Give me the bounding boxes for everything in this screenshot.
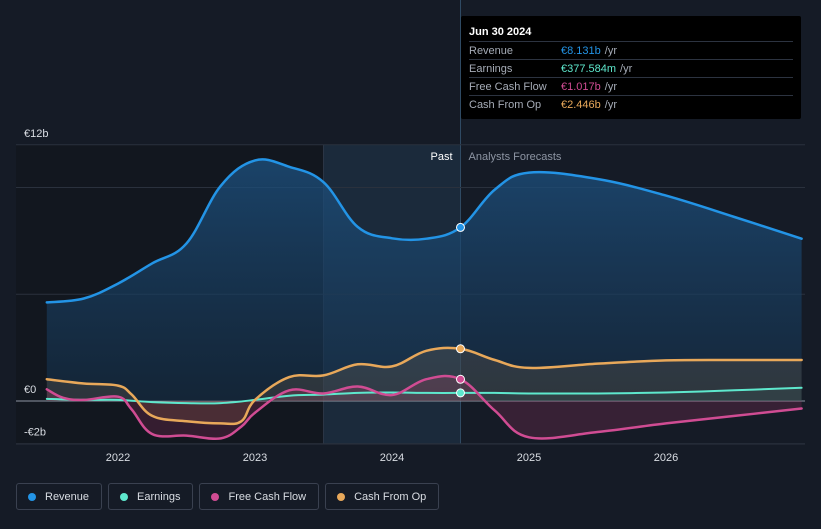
tooltip-label-fcf: Free Cash Flow	[469, 80, 547, 93]
x-tick-label: 2023	[243, 452, 267, 464]
x-tick-label: 2026	[654, 452, 678, 464]
marker-revenue[interactable]	[456, 222, 465, 232]
tooltip-value-fcf: €1.017b	[561, 80, 601, 93]
area-revenue	[46, 159, 802, 401]
tooltip-label-earnings: Earnings	[469, 62, 513, 75]
line-revenue	[45, 158, 803, 304]
tooltip-value-revenue: €8.131b	[561, 44, 601, 57]
area-cash-from-op	[46, 347, 802, 424]
legend-item-free-cash-flow[interactable]: Free Cash Flow	[199, 483, 320, 510]
x-tick-label: 2025	[517, 452, 541, 464]
forecast-label: Analysts Forecasts	[469, 151, 562, 163]
line-free-cash-flow	[45, 374, 803, 441]
tooltip-unit-revenue: /yr	[604, 44, 617, 57]
legend-dot-revenue	[28, 492, 36, 501]
tooltip-row-earnings: Earnings €377.584m /yr	[469, 59, 793, 77]
legend-dot-cash-from-op	[337, 492, 346, 501]
legend-dot-free-cash-flow	[211, 492, 220, 501]
legend-item-earnings[interactable]: Earnings	[108, 483, 194, 510]
legend-label-revenue: Revenue	[45, 490, 90, 503]
y-tick-label: -€2b	[24, 427, 46, 439]
legend-item-revenue[interactable]: Revenue	[16, 483, 103, 510]
line-cash-from-op	[45, 346, 803, 426]
tooltip-value-cfo: €2.446b	[561, 98, 601, 111]
marker-free-cash-flow[interactable]	[456, 374, 465, 384]
legend-label-free-cash-flow: Free Cash Flow	[228, 490, 307, 503]
legend-label-earnings: Earnings	[137, 490, 181, 503]
legend: Revenue Earnings Free Cash Flow Cash Fro…	[16, 483, 440, 510]
tooltip-label-cfo: Cash From Op	[469, 98, 542, 111]
legend-label-cash-from-op: Cash From Op	[354, 490, 427, 503]
y-tick-label: €12b	[24, 128, 48, 140]
x-tick-label: 2024	[380, 452, 404, 464]
tooltip-panel: Jun 30 2024 Revenue €8.131b /yr Earnings…	[461, 16, 801, 119]
legend-item-cash-from-op[interactable]: Cash From Op	[325, 483, 440, 510]
legend-dot-earnings	[120, 492, 129, 501]
line-earnings	[45, 386, 803, 405]
marker-earnings[interactable]	[456, 388, 465, 398]
marker-cash-from-op[interactable]	[456, 344, 465, 354]
tooltip-row-fcf: Free Cash Flow €1.017b /yr	[469, 77, 793, 95]
tooltip-label-revenue: Revenue	[469, 44, 514, 57]
tooltip-date: Jun 30 2024	[469, 26, 532, 38]
y-tick-label: €0	[24, 384, 36, 396]
area-earnings	[46, 387, 802, 404]
tooltip-unit-earnings: /yr	[620, 62, 633, 75]
x-tick-label: 2022	[106, 452, 130, 464]
tooltip-unit-cfo: /yr	[604, 98, 617, 111]
tooltip-row-revenue: Revenue €8.131b /yr	[469, 41, 793, 59]
tooltip-row-cfo: Cash From Op €2.446b /yr	[469, 95, 793, 113]
past-label: Past	[430, 151, 452, 163]
tooltip-value-earnings: €377.584m	[561, 62, 617, 75]
tooltip-unit-fcf: /yr	[604, 80, 617, 93]
